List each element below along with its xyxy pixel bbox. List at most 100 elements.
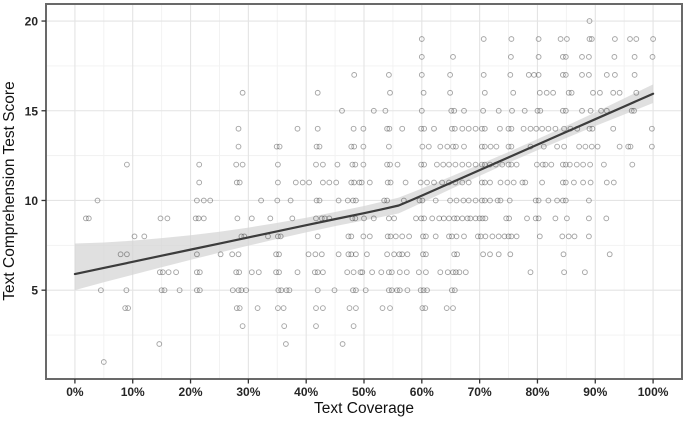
data-point xyxy=(299,179,306,186)
data-point xyxy=(451,215,458,222)
data-point xyxy=(312,269,318,276)
data-point xyxy=(248,269,255,276)
data-point xyxy=(494,197,501,204)
data-point xyxy=(565,89,572,96)
data-point xyxy=(594,143,601,150)
data-point xyxy=(235,251,242,258)
data-point xyxy=(384,233,391,240)
data-point xyxy=(200,197,207,204)
data-point xyxy=(495,251,502,258)
x-tick-label: 70% xyxy=(468,385,492,399)
data-point xyxy=(562,179,569,186)
data-point xyxy=(454,215,460,222)
data-point xyxy=(396,287,403,294)
data-point xyxy=(418,107,425,114)
data-point xyxy=(562,197,569,204)
data-point xyxy=(419,305,426,311)
data-point xyxy=(449,287,455,294)
data-point xyxy=(314,125,321,132)
data-point xyxy=(233,269,240,276)
data-point xyxy=(273,251,279,258)
data-point xyxy=(459,125,466,132)
data-point xyxy=(597,89,603,96)
data-point xyxy=(509,107,515,114)
data-point xyxy=(627,143,634,150)
data-point xyxy=(192,215,199,222)
data-point xyxy=(320,179,326,186)
data-point xyxy=(606,251,613,258)
data-point xyxy=(217,251,224,258)
x-tick-label: 0% xyxy=(66,385,84,399)
data-point xyxy=(479,125,485,132)
data-point xyxy=(580,161,586,168)
y-tick-label: 5 xyxy=(31,284,38,298)
data-point xyxy=(275,305,281,311)
data-point xyxy=(281,323,288,329)
data-point xyxy=(610,179,617,186)
data-point xyxy=(424,287,430,294)
data-point xyxy=(562,161,569,168)
data-point xyxy=(436,215,443,222)
data-point xyxy=(235,143,242,150)
data-point xyxy=(497,125,503,132)
data-point xyxy=(335,251,342,258)
regression-line xyxy=(73,92,655,276)
data-point xyxy=(472,197,479,204)
data-point xyxy=(589,125,596,132)
data-point xyxy=(239,89,246,96)
data-point xyxy=(353,287,359,294)
y-tick-label: 15 xyxy=(25,104,39,118)
data-point xyxy=(586,215,592,222)
data-point xyxy=(306,179,312,186)
data-point xyxy=(351,179,358,186)
data-point xyxy=(273,269,279,276)
data-point xyxy=(422,305,429,311)
data-point xyxy=(357,269,364,276)
data-point xyxy=(396,269,403,276)
data-point xyxy=(444,143,451,150)
data-point xyxy=(495,233,502,240)
data-point xyxy=(539,125,545,132)
data-point xyxy=(283,341,289,347)
data-point xyxy=(586,197,592,204)
data-point xyxy=(388,269,395,276)
data-point xyxy=(568,89,575,96)
data-point xyxy=(399,251,406,258)
data-point xyxy=(560,72,566,78)
data-point xyxy=(477,233,484,240)
data-point xyxy=(370,215,377,222)
data-point xyxy=(200,215,207,222)
data-point xyxy=(399,125,406,132)
data-point xyxy=(425,143,432,150)
data-point xyxy=(420,287,427,294)
data-point xyxy=(479,197,485,204)
x-tick-label: 80% xyxy=(525,385,549,399)
data-point xyxy=(532,197,539,204)
data-point xyxy=(429,215,436,222)
data-point xyxy=(283,287,290,294)
data-point xyxy=(476,215,483,222)
data-point xyxy=(540,143,547,150)
data-point xyxy=(587,161,593,168)
data-point xyxy=(233,161,240,168)
data-point xyxy=(294,269,301,276)
data-point xyxy=(627,36,633,42)
data-point xyxy=(453,233,460,240)
data-point xyxy=(612,36,618,42)
data-point xyxy=(369,269,375,276)
data-point xyxy=(520,125,527,132)
data-point xyxy=(481,143,488,150)
data-point xyxy=(335,197,342,204)
data-point xyxy=(387,305,393,311)
data-point xyxy=(479,215,486,222)
data-point xyxy=(229,251,236,258)
data-point xyxy=(465,179,472,186)
data-point xyxy=(254,305,261,311)
data-point xyxy=(562,54,569,60)
data-point xyxy=(590,89,596,96)
data-point xyxy=(472,215,479,222)
data-point xyxy=(449,125,455,132)
data-point xyxy=(94,197,101,204)
data-point xyxy=(562,72,569,78)
data-point xyxy=(560,197,566,204)
